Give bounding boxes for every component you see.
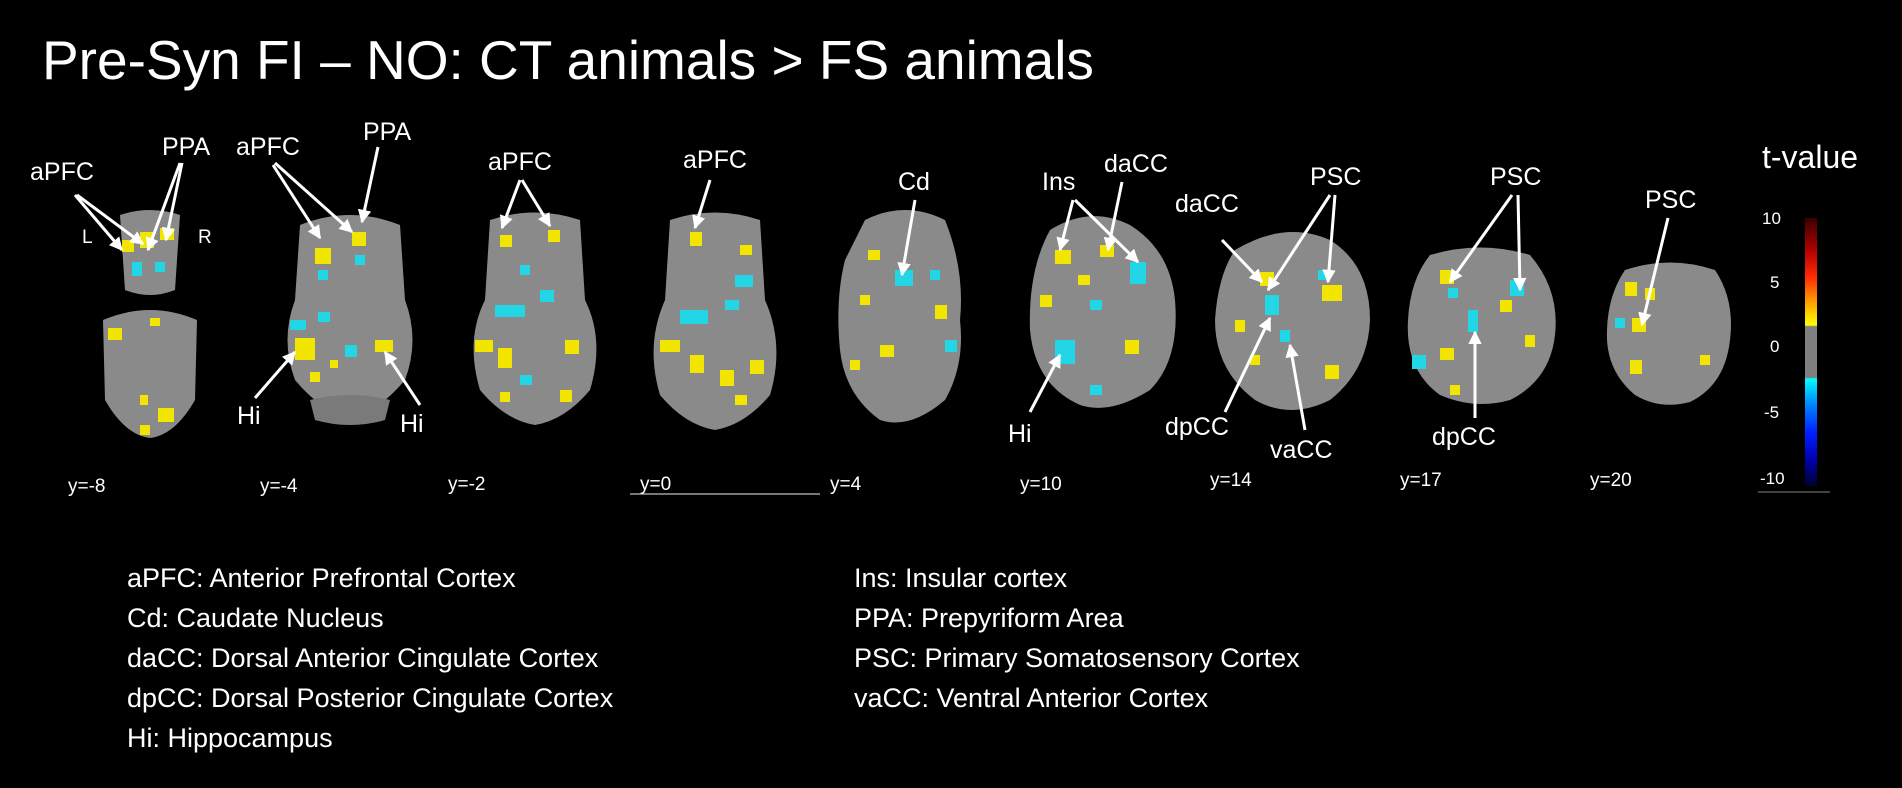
legend-entry: Ins: Insular cortex: [854, 563, 1068, 593]
slice-coordinate-label: y=-8: [68, 476, 106, 497]
slice-y-minus-2: aPFC y=-2: [448, 148, 597, 495]
colorbar: t-value 10 5 0 -5 -10: [1758, 139, 1858, 493]
legend-entry: vaCC: Ventral Anterior Cortex: [854, 683, 1209, 713]
legend-entry: Cd: Caudate Nucleus: [127, 603, 384, 633]
slice-y-0: aPFC y=0: [630, 146, 820, 495]
region-label: Hi: [1008, 420, 1032, 448]
legend-entry: PSC: Primary Somatosensory Cortex: [854, 643, 1300, 673]
brain-slice-image: [473, 212, 597, 425]
brain-slice-image: [1606, 262, 1731, 405]
region-label: PPA: [363, 118, 411, 146]
figure-title: Pre-Syn FI – NO: CT animals > FS animals: [42, 29, 1094, 91]
slice-y-20: PSC y=20: [1590, 186, 1731, 491]
slice-coordinate-label: y=-2: [448, 474, 486, 495]
region-label: PSC: [1645, 186, 1696, 214]
region-label: Ins: [1042, 168, 1075, 196]
slice-y-17: PSC dpCC y=17: [1400, 163, 1556, 491]
region-label: vaCC: [1270, 436, 1333, 464]
slice-y-10: Ins daCC Hi y=10: [1008, 150, 1176, 495]
slice-coordinate-label: y=-4: [260, 476, 298, 497]
left-orientation-label: L: [82, 227, 93, 248]
region-label: daCC: [1175, 190, 1239, 218]
legend-entry: dpCC: Dorsal Posterior Cingulate Cortex: [127, 683, 614, 713]
region-label: daCC: [1104, 150, 1168, 178]
brain-slice-image: [653, 212, 777, 430]
brain-slice-image: [287, 215, 413, 425]
region-label: aPFC: [488, 148, 552, 176]
slice-y-minus-4: aPFC PPA Hi Hi y=-4: [236, 118, 424, 497]
region-label: PPA: [162, 133, 210, 161]
slice-y-minus-8: aPFC PPA L R y=-8: [30, 133, 212, 497]
slice-coordinate-label: y=20: [1590, 470, 1632, 491]
region-label: dpCC: [1165, 413, 1229, 441]
region-label: dpCC: [1432, 423, 1496, 451]
slice-coordinate-label: y=4: [830, 474, 862, 495]
brain-slice-image: [1029, 216, 1176, 408]
brain-slice-image: [1407, 247, 1556, 404]
legend-entry: PPA: Prepyriform Area: [854, 603, 1124, 633]
legend-entry: aPFC: Anterior Prefrontal Cortex: [127, 563, 516, 593]
region-label: aPFC: [30, 158, 94, 186]
region-label: PSC: [1310, 163, 1361, 191]
abbreviation-legend-left: aPFC: Anterior Prefrontal Cortex Cd: Cau…: [127, 558, 613, 758]
abbreviation-legend-right: Ins: Insular cortex PPA: Prepyriform Are…: [854, 558, 1300, 718]
slice-coordinate-label: y=10: [1020, 474, 1062, 495]
colorbar-title: t-value: [1762, 139, 1858, 175]
region-label: aPFC: [236, 133, 300, 161]
legend-entry: daCC: Dorsal Anterior Cingulate Cortex: [127, 643, 599, 673]
slice-coordinate-label: y=17: [1400, 470, 1442, 491]
colorbar-tick: 5: [1770, 273, 1779, 292]
colorbar-scale: [1805, 218, 1817, 486]
right-orientation-label: R: [198, 227, 212, 248]
colorbar-tick: -10: [1760, 469, 1785, 488]
colorbar-tick: 10: [1762, 209, 1781, 228]
region-label: PSC: [1490, 163, 1541, 191]
region-label: Hi: [237, 402, 261, 430]
colorbar-tick: 0: [1770, 337, 1779, 356]
region-label: aPFC: [683, 146, 747, 174]
legend-entry: Hi: Hippocampus: [127, 723, 333, 753]
slice-coordinate-label: y=0: [640, 474, 671, 495]
region-label: Hi: [400, 410, 424, 438]
slice-y-14: daCC PSC dpCC vaCC y=14: [1165, 163, 1370, 491]
region-label: Cd: [898, 168, 930, 196]
slice-y-4: Cd y=4: [830, 168, 961, 495]
slice-coordinate-label: y=14: [1210, 470, 1252, 491]
colorbar-tick: -5: [1764, 403, 1779, 422]
brain-slice-image: [838, 210, 961, 423]
